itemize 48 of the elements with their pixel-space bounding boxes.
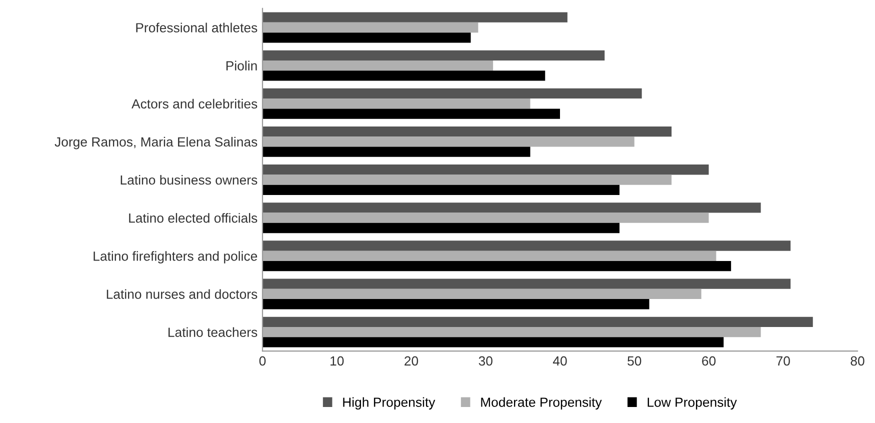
bar [262, 240, 791, 251]
bar [262, 32, 471, 43]
bar [262, 337, 724, 348]
x-tick-label: 40 [552, 356, 567, 366]
bar [262, 202, 761, 213]
bar [262, 288, 702, 300]
bar [262, 146, 530, 157]
bar [262, 316, 813, 327]
x-tick-label: 70 [776, 356, 790, 366]
y-tick-label: Piolin [226, 60, 257, 70]
bar [262, 212, 709, 223]
legend-label: Moderate Propensity [481, 397, 602, 410]
bar [262, 12, 568, 22]
x-tick-label: 20 [404, 356, 418, 366]
bar [262, 50, 605, 60]
y-tick-label: Latino elected officials [129, 213, 258, 223]
y-tick-label: Latino business owners [120, 174, 258, 185]
x-tick-label: 80 [850, 356, 864, 366]
bar [262, 70, 546, 81]
bar [262, 88, 642, 99]
x-tick-label: 50 [628, 356, 642, 366]
bar [262, 164, 709, 175]
x-tick-label: 0 [259, 356, 266, 366]
bar [262, 326, 761, 338]
bar [262, 299, 650, 310]
bar [262, 22, 478, 33]
bar [262, 136, 634, 147]
x-tick-label: 60 [702, 356, 716, 366]
y-tick-label: Actors and celebrities [132, 98, 258, 109]
y-tick-label: Jorge Ramos, Maria Elena Salinas [54, 136, 258, 150]
bar [262, 250, 716, 261]
bar [262, 260, 732, 272]
bar [262, 98, 530, 109]
legend-label: Low Propensity [648, 397, 737, 410]
x-tick-label: 10 [330, 356, 344, 366]
bar [262, 108, 560, 119]
y-tick-label: Professional athletes [136, 22, 258, 32]
bar [262, 126, 672, 137]
bar [262, 60, 494, 71]
x-tick-label: 30 [478, 356, 492, 366]
bar [262, 184, 620, 196]
legend-label: High Propensity [343, 397, 436, 410]
y-tick-label: Latino firefighters and police [94, 251, 258, 264]
y-tick-label: Latino nurses and doctors [106, 289, 258, 299]
bar [262, 174, 672, 185]
bar [262, 222, 620, 234]
y-tick-label: Latino teachers [168, 327, 258, 337]
bar [262, 278, 791, 289]
